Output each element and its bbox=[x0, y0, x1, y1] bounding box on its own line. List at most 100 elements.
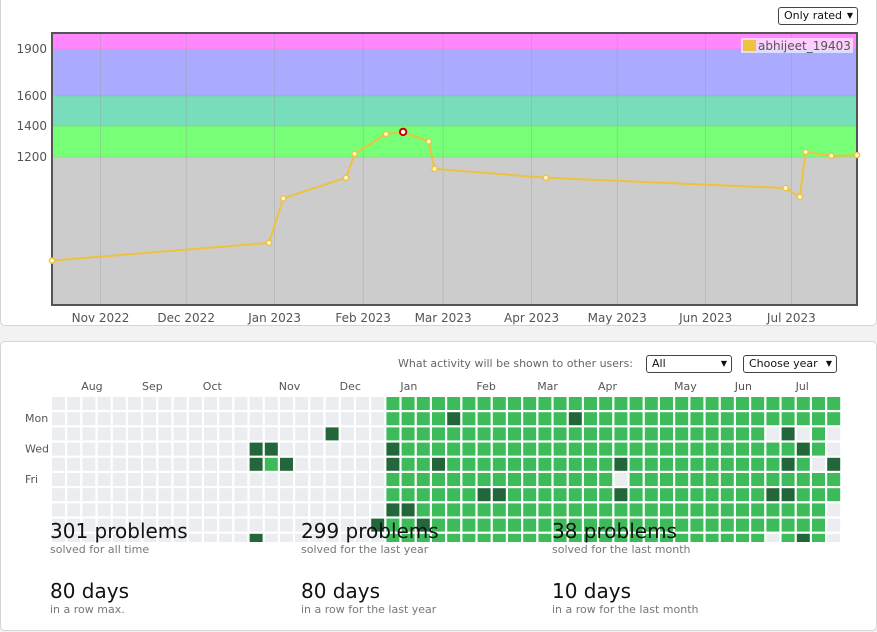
rating-band bbox=[52, 157, 857, 305]
activity-cell bbox=[356, 427, 369, 441]
activity-cell bbox=[781, 518, 795, 532]
activity-cell bbox=[827, 503, 841, 517]
activity-cell bbox=[325, 473, 339, 486]
activity-cell bbox=[568, 533, 582, 542]
activity-cell bbox=[234, 473, 248, 486]
activity-cell bbox=[614, 457, 628, 471]
activity-cell bbox=[675, 503, 689, 517]
activity-cell bbox=[264, 533, 278, 542]
activity-cell bbox=[447, 412, 461, 426]
x-tick-label: Apr 2023 bbox=[504, 311, 559, 325]
activity-cell bbox=[508, 503, 521, 517]
activity-cell bbox=[280, 488, 293, 502]
activity-cell bbox=[538, 442, 552, 456]
activity-cell bbox=[67, 427, 81, 441]
activity-cell bbox=[295, 442, 309, 456]
activity-cell bbox=[82, 518, 96, 532]
activity-cell bbox=[340, 533, 354, 542]
activity-cell bbox=[827, 518, 841, 532]
activity-cell bbox=[492, 427, 506, 441]
activity-cell bbox=[584, 473, 597, 486]
activity-cell bbox=[492, 533, 506, 542]
activity-cell bbox=[128, 427, 141, 441]
activity-cell bbox=[82, 473, 96, 486]
rating-point bbox=[382, 130, 390, 138]
activity-cell bbox=[492, 488, 506, 502]
activity-cell bbox=[690, 503, 704, 517]
activity-visibility-select[interactable]: All ▼ bbox=[646, 355, 732, 373]
activity-cell bbox=[158, 427, 172, 441]
activity-cell bbox=[599, 442, 613, 456]
activity-cell bbox=[401, 488, 415, 502]
activity-cell bbox=[432, 427, 445, 441]
activity-cell bbox=[477, 457, 491, 471]
activity-cell bbox=[204, 518, 217, 532]
activity-cell bbox=[386, 533, 400, 542]
stat-last-year-streak: 80 days in a row for the last year bbox=[301, 579, 436, 617]
activity-cell bbox=[112, 488, 126, 502]
activity-cell bbox=[523, 488, 537, 502]
activity-cell bbox=[97, 457, 111, 471]
activity-cell bbox=[416, 457, 430, 471]
activity-cell bbox=[52, 533, 65, 542]
activity-cell bbox=[766, 412, 780, 426]
activity-cell bbox=[568, 397, 582, 410]
activity-cell bbox=[173, 503, 187, 517]
activity-cell bbox=[310, 503, 324, 517]
activity-cell bbox=[432, 503, 445, 517]
activity-cell bbox=[599, 473, 613, 486]
activity-cell bbox=[249, 442, 263, 456]
rating-graph-panel: Only rated ▼ Nov 2022 Dec 2022 Jan 2023 Feb… bbox=[0, 0, 877, 326]
activity-cell bbox=[52, 503, 65, 517]
activity-cell bbox=[462, 457, 476, 471]
activity-cell bbox=[660, 457, 673, 471]
activity-cell bbox=[629, 518, 643, 532]
activity-cell bbox=[325, 503, 339, 517]
activity-cell bbox=[143, 412, 157, 426]
activity-cell bbox=[751, 473, 765, 486]
activity-cell bbox=[432, 533, 445, 542]
activity-cell bbox=[356, 503, 369, 517]
stat-last-month-problems: 38 problems solved for the last month bbox=[552, 519, 690, 557]
activity-cell bbox=[128, 412, 141, 426]
activity-cell bbox=[371, 427, 385, 441]
activity-cell bbox=[128, 442, 141, 456]
activity-cell bbox=[173, 412, 187, 426]
activity-cell bbox=[432, 473, 445, 486]
activity-cell bbox=[781, 533, 795, 542]
activity-cell bbox=[675, 457, 689, 471]
activity-cell bbox=[462, 412, 476, 426]
activity-cell bbox=[280, 518, 293, 532]
activity-cell bbox=[401, 533, 415, 542]
activity-cell bbox=[629, 397, 643, 410]
activity-cell bbox=[188, 412, 202, 426]
activity-cell bbox=[295, 412, 309, 426]
activity-cell bbox=[219, 427, 233, 441]
activity-cell bbox=[629, 427, 643, 441]
year-select[interactable]: Choose year ▼ bbox=[743, 355, 837, 373]
activity-cell bbox=[690, 442, 704, 456]
activity-cell bbox=[67, 442, 81, 456]
activity-cell bbox=[280, 533, 293, 542]
activity-cell bbox=[295, 473, 309, 486]
activity-cell bbox=[492, 442, 506, 456]
activity-cell bbox=[128, 518, 141, 532]
activity-cell bbox=[508, 518, 521, 532]
rating-filter-select[interactable]: Only rated ▼ bbox=[778, 7, 858, 25]
activity-cell bbox=[675, 427, 689, 441]
activity-cell bbox=[264, 518, 278, 532]
activity-cell bbox=[204, 412, 217, 426]
activity-cell bbox=[82, 533, 96, 542]
activity-cell bbox=[128, 473, 141, 486]
activity-cell bbox=[736, 533, 749, 542]
activity-cell bbox=[568, 488, 582, 502]
activity-cell bbox=[432, 488, 445, 502]
rating-point bbox=[265, 239, 273, 247]
activity-cell bbox=[477, 503, 491, 517]
activity-cell bbox=[599, 457, 613, 471]
activity-cell bbox=[599, 503, 613, 517]
activity-cell bbox=[188, 473, 202, 486]
activity-cell bbox=[401, 397, 415, 410]
stat-caption: in a row max. bbox=[50, 603, 125, 616]
activity-cell bbox=[82, 397, 96, 410]
